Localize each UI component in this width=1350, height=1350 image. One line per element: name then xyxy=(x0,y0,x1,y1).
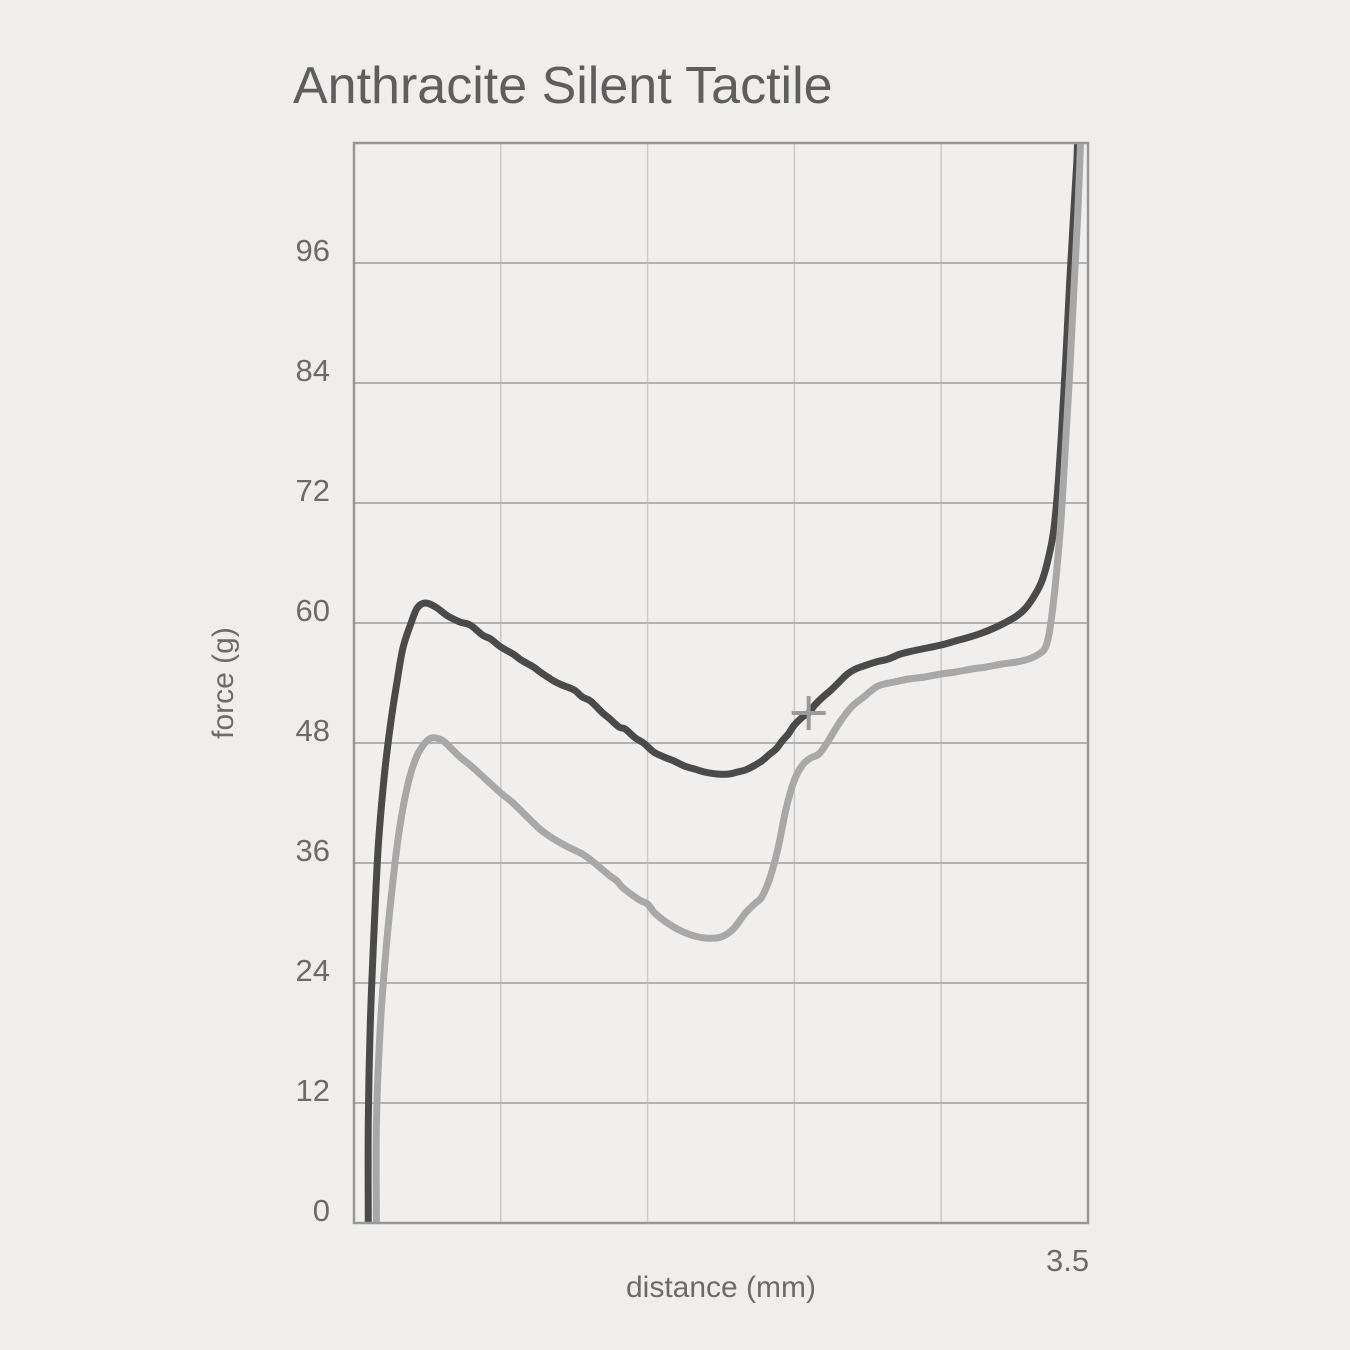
x-tick-label: 3.5 xyxy=(1046,1243,1089,1278)
y-tick-label: 60 xyxy=(296,593,330,628)
y-tick-label: 96 xyxy=(296,233,330,268)
y-tick-label: 72 xyxy=(296,473,330,508)
y-tick-label: 48 xyxy=(296,713,330,748)
plot-area xyxy=(354,143,1088,1223)
chart-title: Anthracite Silent Tactile xyxy=(293,57,833,115)
y-tick-label: 36 xyxy=(296,833,330,868)
y-tick-label: 84 xyxy=(296,353,330,388)
downstroke-curve xyxy=(364,143,1082,1223)
x-axis-title: distance (mm) xyxy=(626,1271,816,1304)
y-axis-title: force (g) xyxy=(207,627,240,739)
y-tick-label: 24 xyxy=(296,953,330,988)
plot-border xyxy=(352,141,1090,1225)
y-tick-label: 12 xyxy=(296,1073,330,1108)
y-tick-label: 0 xyxy=(313,1193,330,1228)
upstroke-curve xyxy=(372,143,1085,1223)
